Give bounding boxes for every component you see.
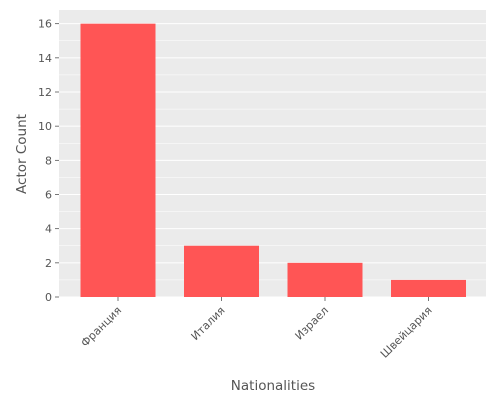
x-tick-label: Италия bbox=[189, 304, 228, 343]
y-axis-ticks: 0 2 4 6 8 10 12 14 16 bbox=[38, 18, 59, 304]
y-axis-title: Actor Count bbox=[14, 114, 30, 194]
y-tick-label: 8 bbox=[45, 154, 52, 167]
y-tick-label: 4 bbox=[45, 223, 52, 236]
y-tick-label: 12 bbox=[38, 86, 52, 99]
y-tick-label: 16 bbox=[38, 18, 52, 31]
bar bbox=[184, 245, 259, 297]
x-tick-label: Франция bbox=[78, 304, 124, 350]
x-axis-title: Nationalities bbox=[231, 378, 315, 394]
bars bbox=[80, 23, 466, 298]
y-tick-label: 10 bbox=[38, 120, 52, 133]
y-tick-label: 0 bbox=[45, 291, 52, 304]
x-tick-label: Швейцария bbox=[378, 304, 435, 361]
x-axis-ticks: Франция Италия Израел Швейцария bbox=[78, 297, 435, 361]
x-tick-label: Израел bbox=[293, 304, 332, 343]
y-tick-label: 14 bbox=[38, 52, 52, 65]
y-tick-label: 6 bbox=[45, 189, 52, 202]
bar bbox=[391, 279, 466, 297]
y-tick-label: 2 bbox=[45, 257, 52, 270]
bar bbox=[287, 262, 363, 297]
bar bbox=[80, 23, 156, 298]
